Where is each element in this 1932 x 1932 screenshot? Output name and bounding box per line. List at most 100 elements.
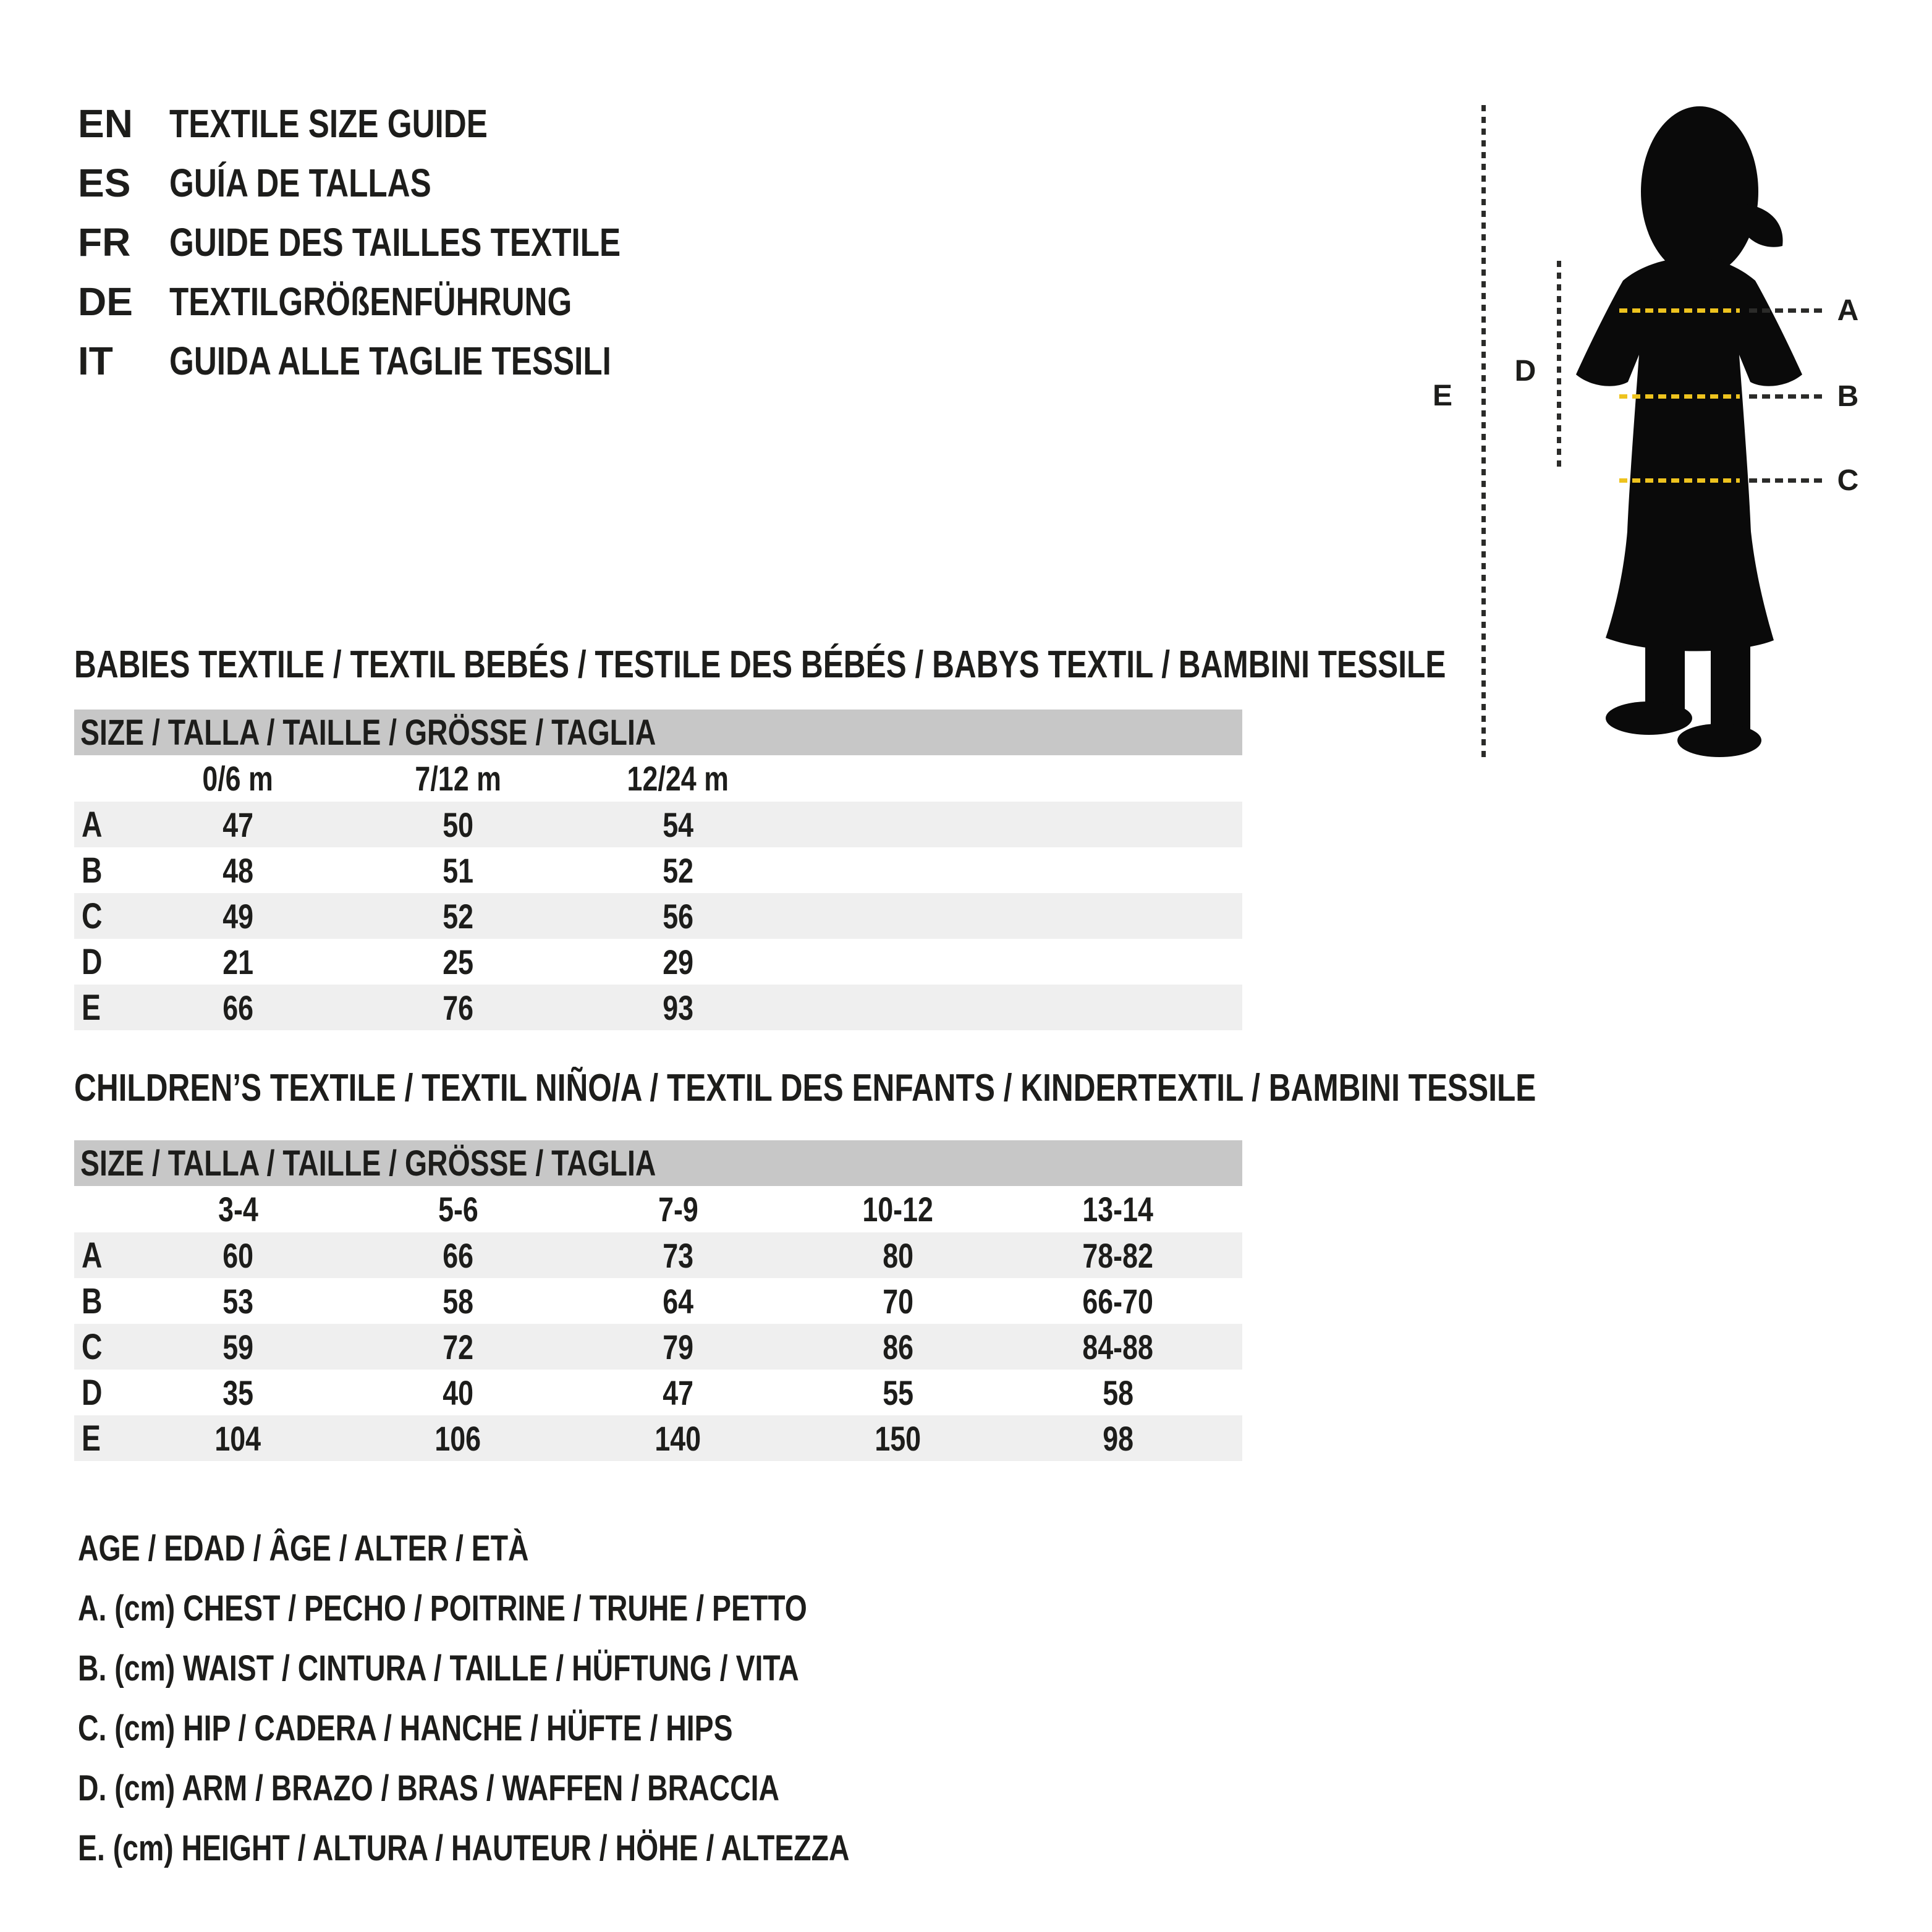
language-row-es: ES GUÍA DE TALLAS	[78, 153, 734, 213]
row-label: B	[82, 850, 103, 891]
table-cell: 58	[1103, 1373, 1133, 1412]
table-cell: 40	[443, 1373, 473, 1412]
hip-measure-dash	[1749, 478, 1823, 483]
row-label: C	[82, 1326, 103, 1367]
label-hip-c: C	[1837, 464, 1859, 497]
table-row: A 60 66 73 80 78-82	[74, 1232, 1242, 1278]
table-cell: 55	[883, 1373, 913, 1412]
language-code: IT	[78, 339, 113, 383]
table-cell: 84-88	[1082, 1327, 1154, 1366]
table-row: A 47 50 54	[74, 802, 1242, 847]
label-height-e: E	[1432, 379, 1452, 412]
babies-size-table: SIZE / TALLA / TAILLE / GRÖSSE / TAGLIA …	[74, 710, 1242, 1030]
table-cell: 59	[222, 1327, 253, 1366]
children-section-title: CHILDREN’S TEXTILE / TEXTIL NIÑO/A / TEX…	[74, 1060, 1902, 1116]
children-column-header-row: 3-4 5-6 7-9 10-12 13-14	[74, 1186, 1242, 1232]
table-cell: 56	[663, 896, 693, 936]
children-size-table: SIZE / TALLA / TAILLE / GRÖSSE / TAGLIA …	[74, 1140, 1242, 1461]
table-row: E 66 76 93	[74, 985, 1242, 1030]
table-cell: 50	[443, 805, 473, 844]
table-cell: 98	[1103, 1418, 1133, 1458]
table-cell: 58	[443, 1281, 473, 1321]
guide-title-en: TEXTILE SIZE GUIDE	[169, 101, 488, 146]
table-cell: 106	[434, 1418, 481, 1458]
label-waist-b: B	[1837, 379, 1859, 413]
table-cell: 79	[663, 1327, 693, 1366]
table-cell: 66	[443, 1235, 473, 1275]
row-label: A	[82, 804, 103, 845]
table-row: D 21 25 29	[74, 939, 1242, 985]
table-cell: 54	[663, 805, 693, 844]
chest-measure-dash	[1749, 308, 1823, 313]
waist-measure-dash-yellow	[1619, 394, 1740, 399]
legend-waist: B. (cm) WAIST / CINTURA / TAILLE / HÜFTU…	[78, 1648, 799, 1688]
table-row: C 49 52 56	[74, 893, 1242, 939]
babies-section-title-text: BABIES TEXTILE / TEXTIL BEBÉS / TESTILE …	[74, 643, 1446, 686]
child-measurement-figure: A B C D E	[1421, 105, 1932, 760]
table-cell: 66-70	[1082, 1281, 1154, 1321]
table-cell: 73	[663, 1235, 693, 1275]
row-label: B	[82, 1281, 103, 1321]
babies-table-header-bar: SIZE / TALLA / TAILLE / GRÖSSE / TAGLIA	[74, 710, 1242, 755]
chest-measure-dash-yellow	[1619, 308, 1740, 313]
column-header: 10-12	[862, 1190, 934, 1229]
table-cell: 25	[443, 942, 473, 981]
label-arm-d: D	[1514, 354, 1536, 388]
table-cell: 104	[214, 1418, 261, 1458]
table-cell: 150	[875, 1418, 922, 1458]
table-cell: 86	[883, 1327, 913, 1366]
language-row-fr: FR GUIDE DES TAILLES TEXTILE	[78, 213, 734, 272]
column-header: 0/6 m	[202, 759, 274, 798]
legend-chest: A. (cm) CHEST / PECHO / POITRINE / TRUHE…	[78, 1588, 807, 1629]
column-header: 13-14	[1082, 1190, 1154, 1229]
table-cell: 48	[222, 850, 253, 890]
table-cell: 29	[663, 942, 693, 981]
table-cell: 76	[443, 988, 473, 1027]
table-cell: 35	[222, 1373, 253, 1412]
table-cell: 52	[443, 896, 473, 936]
table-cell: 53	[222, 1281, 253, 1321]
guide-title-es: GUÍA DE TALLAS	[169, 161, 431, 205]
table-cell: 49	[222, 896, 253, 936]
table-row: D 35 40 47 55 58	[74, 1370, 1242, 1415]
row-label: D	[82, 941, 103, 982]
height-measure-line	[1481, 105, 1486, 760]
label-chest-a: A	[1837, 294, 1859, 327]
language-code: ES	[78, 161, 131, 205]
column-header: 7-9	[658, 1190, 698, 1229]
guide-title-it: GUIDA ALLE TAGLIE TESSILI	[169, 339, 611, 383]
waist-measure-dash	[1749, 394, 1823, 399]
column-header: 12/24 m	[627, 759, 729, 798]
children-table-header-text: SIZE / TALLA / TAILLE / GRÖSSE / TAGLIA	[80, 1143, 656, 1184]
babies-table-header-text: SIZE / TALLA / TAILLE / GRÖSSE / TAGLIA	[80, 712, 656, 753]
children-table-header-bar: SIZE / TALLA / TAILLE / GRÖSSE / TAGLIA	[74, 1140, 1242, 1186]
language-code: FR	[78, 220, 131, 265]
row-label: E	[82, 1418, 101, 1459]
table-row: E 104 106 140 150 98	[74, 1415, 1242, 1461]
measurement-legend: AGE / EDAD / ÂGE / ALTER / ETÀ A. (cm) C…	[78, 1519, 1043, 1878]
guide-title-fr: GUIDE DES TAILLES TEXTILE	[169, 220, 621, 265]
table-cell: 72	[443, 1327, 473, 1366]
table-cell: 93	[663, 988, 693, 1027]
table-cell: 80	[883, 1235, 913, 1275]
table-cell: 21	[222, 942, 253, 981]
table-cell: 66	[222, 988, 253, 1027]
table-cell: 51	[443, 850, 473, 890]
table-row: C 59 72 79 86 84-88	[74, 1324, 1242, 1370]
table-cell: 47	[663, 1373, 693, 1412]
language-title-list: EN TEXTILE SIZE GUIDE ES GUÍA DE TALLAS …	[78, 94, 734, 391]
table-cell: 60	[222, 1235, 253, 1275]
column-header: 3-4	[218, 1190, 258, 1229]
table-row: B 48 51 52	[74, 847, 1242, 893]
babies-column-header-row: 0/6 m 7/12 m 12/24 m	[74, 755, 1242, 802]
row-label: D	[82, 1372, 103, 1413]
language-row-en: EN TEXTILE SIZE GUIDE	[78, 94, 734, 153]
legend-arm: D. (cm) ARM / BRAZO / BRAS / WAFFEN / BR…	[78, 1768, 780, 1808]
table-cell: 47	[222, 805, 253, 844]
table-cell: 64	[663, 1281, 693, 1321]
language-code: DE	[78, 279, 133, 324]
child-silhouette	[1576, 106, 1802, 757]
babies-section-title: BABIES TEXTILE / TEXTIL BEBÉS / TESTILE …	[74, 637, 1789, 692]
row-label: C	[82, 896, 103, 936]
children-section-title-text: CHILDREN’S TEXTILE / TEXTIL NIÑO/A / TEX…	[74, 1066, 1536, 1109]
